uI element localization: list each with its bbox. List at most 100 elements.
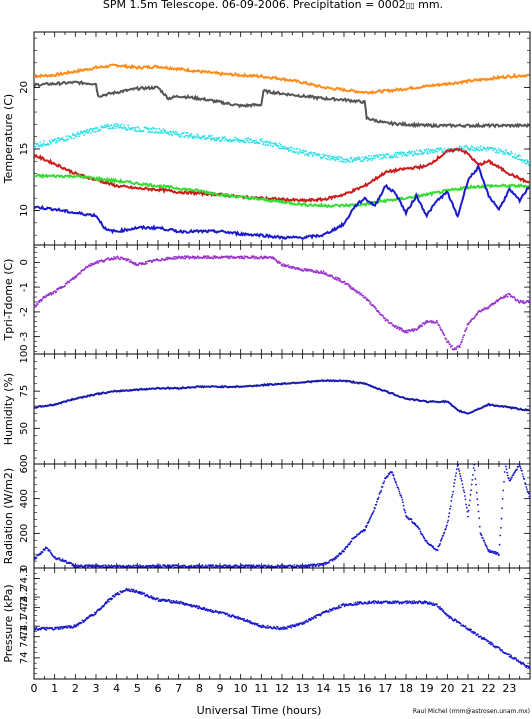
- series-point: [127, 588, 130, 591]
- series-point: [372, 510, 375, 512]
- series-point: [164, 129, 167, 132]
- series-point: [39, 141, 42, 144]
- series-point: [451, 344, 453, 347]
- series-point: [41, 297, 44, 300]
- series-point: [498, 647, 501, 649]
- series-point: [312, 155, 314, 158]
- series-point: [94, 131, 97, 133]
- series-point: [175, 130, 177, 133]
- series-point: [201, 564, 204, 566]
- series-point: [528, 160, 530, 163]
- series-point: [495, 151, 497, 154]
- series-group: [34, 63, 530, 240]
- series-point: [190, 564, 193, 567]
- series-point: [499, 534, 502, 537]
- series-point: [138, 128, 141, 130]
- series-point: [35, 557, 38, 559]
- x-tick-label: 21: [461, 682, 475, 695]
- series-point: [132, 126, 135, 129]
- series-point: [496, 149, 498, 152]
- series-point: [393, 154, 396, 157]
- series-point: [528, 495, 530, 498]
- series-point: [415, 149, 418, 152]
- series-point: [372, 511, 374, 514]
- series-point: [491, 643, 494, 646]
- series-point: [325, 157, 328, 160]
- series-point: [283, 145, 286, 148]
- series-point: [213, 137, 216, 139]
- series-point: [360, 292, 363, 295]
- series-point: [34, 144, 35, 147]
- series-point: [280, 145, 283, 148]
- series-point: [87, 266, 89, 268]
- series-point: [234, 136, 237, 139]
- series-point: [418, 528, 421, 530]
- series-point: [137, 264, 140, 267]
- series-point: [513, 296, 516, 299]
- series-point: [326, 154, 329, 157]
- series-point: [80, 130, 82, 133]
- series-point: [68, 281, 71, 284]
- series-point: [247, 140, 249, 142]
- series-point: [387, 474, 389, 477]
- series-point: [278, 628, 281, 631]
- series-point: [436, 150, 439, 153]
- series-point: [170, 600, 173, 602]
- series-point: [315, 616, 317, 619]
- series-point: [61, 625, 63, 628]
- series-point: [480, 534, 483, 537]
- y-axis-label: Radiation (W/m2): [2, 468, 15, 564]
- series-point: [52, 292, 55, 295]
- series-point: [348, 543, 351, 546]
- series-point: [41, 551, 44, 553]
- series-point: [412, 602, 415, 605]
- series-point: [379, 158, 381, 160]
- series-point: [526, 159, 528, 161]
- series-point: [220, 256, 223, 259]
- series-point: [364, 528, 366, 531]
- series-point: [207, 137, 210, 140]
- series-point: [391, 602, 394, 605]
- series-point: [418, 326, 421, 329]
- series-point: [396, 151, 399, 154]
- series-point: [262, 565, 265, 568]
- x-tick-label: 19: [420, 682, 434, 695]
- series-point: [505, 468, 508, 471]
- series-point: [472, 474, 474, 476]
- series-point: [445, 338, 448, 341]
- series-point: [374, 507, 376, 510]
- series-point: [275, 142, 278, 145]
- series-point: [512, 474, 515, 476]
- series-point: [36, 303, 39, 306]
- chart-title: SPM 1.5m Telescope. 06-09-2006. Precipit…: [103, 0, 443, 11]
- series-point: [166, 258, 169, 261]
- series-point: [378, 311, 381, 314]
- x-tick-label: 11: [254, 682, 268, 695]
- series-point: [134, 591, 137, 594]
- series-point: [418, 152, 421, 155]
- x-tick-label: 22: [482, 682, 496, 695]
- series-point: [65, 560, 68, 563]
- series-point: [190, 132, 193, 135]
- series-point: [473, 147, 476, 150]
- series-point: [449, 505, 452, 508]
- y-tick-label: 74.2: [19, 586, 30, 608]
- series-point: [197, 134, 200, 137]
- series-point: [498, 150, 501, 152]
- y-tick-label: 15: [19, 143, 30, 156]
- series-point: [129, 590, 132, 593]
- series-point: [207, 255, 210, 257]
- series-point: [81, 132, 84, 135]
- series-point: [45, 629, 48, 631]
- series-point: [131, 566, 134, 568]
- series-point: [322, 564, 325, 567]
- series-point: [276, 565, 278, 568]
- series-point: [258, 257, 261, 260]
- series-point: [378, 493, 381, 495]
- series-point: [407, 154, 409, 157]
- x-tick-label: 2: [72, 682, 79, 695]
- series-point: [106, 125, 109, 127]
- x-tick-label: 12: [275, 682, 289, 695]
- series-point: [480, 310, 482, 313]
- x-tick-label: 3: [93, 682, 100, 695]
